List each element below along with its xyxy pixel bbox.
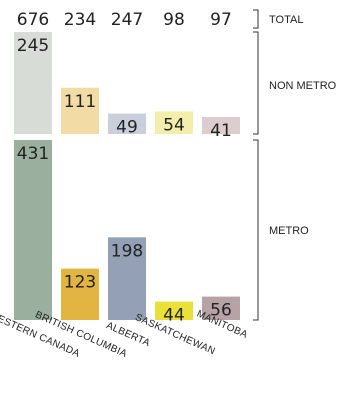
bar-metro-western-canada <box>14 140 52 320</box>
brackets: TOTAL NON METRO METRO <box>253 9 337 321</box>
label-total: TOTAL <box>269 14 303 26</box>
bar-nonmetro-western-canada <box>14 32 52 134</box>
segment-labels: 245 431 111 123 49 198 54 44 41 56 <box>17 36 232 326</box>
bar-metro-british-columbia <box>61 268 99 320</box>
label-metro-western-canada: 431 <box>17 144 49 164</box>
bracket-non-metro <box>253 31 259 135</box>
total-value-british-columbia: 234 <box>64 10 96 30</box>
label-metro-saskatchewan: 44 <box>163 306 185 326</box>
bracket-total <box>253 9 259 29</box>
label-metro: METRO <box>269 225 309 237</box>
label-nonmetro-western-canada: 245 <box>17 36 49 56</box>
label-metro-manitoba: 56 <box>210 301 232 321</box>
label-nonmetro-alberta: 49 <box>116 118 138 138</box>
label-nonmetro-manitoba: 41 <box>210 121 232 141</box>
bars <box>14 32 240 320</box>
label-non-metro: NON METRO <box>269 80 337 92</box>
total-value-saskatchewan: 98 <box>163 10 185 30</box>
total-value-western-canada: 676 <box>17 10 49 30</box>
bar-metro-saskatchewan <box>155 301 193 320</box>
total-value-alberta: 247 <box>111 10 143 30</box>
label-metro-alberta: 198 <box>111 241 143 261</box>
totals-row: 676 234 247 98 97 <box>17 10 232 30</box>
label-nonmetro-saskatchewan: 54 <box>163 116 185 136</box>
bar-nonmetro-alberta <box>108 113 146 134</box>
label-nonmetro-british-columbia: 111 <box>64 92 96 112</box>
bar-nonmetro-british-columbia <box>61 87 99 134</box>
bracket-metro <box>253 139 259 321</box>
bar-metro-manitoba <box>202 296 240 320</box>
bar-nonmetro-manitoba <box>202 116 240 134</box>
bar-nonmetro-saskatchewan <box>155 111 193 134</box>
label-metro-british-columbia: 123 <box>64 273 96 293</box>
bar-metro-alberta <box>108 237 146 320</box>
total-value-manitoba: 97 <box>210 10 232 30</box>
